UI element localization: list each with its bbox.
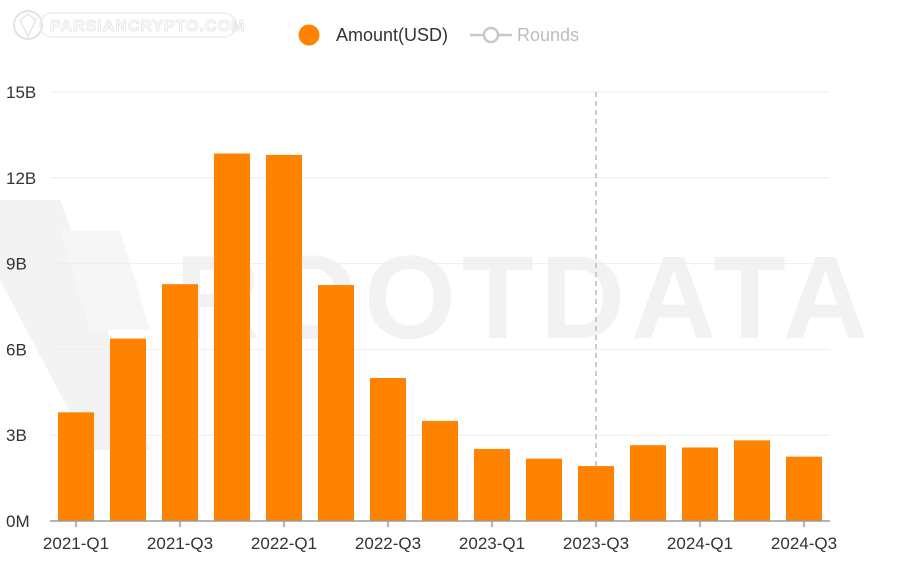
y-tick-label: 6B (6, 340, 27, 359)
bar-2024-Q1[interactable] (682, 447, 718, 521)
x-tick-label: 2024-Q3 (771, 534, 837, 553)
bar-2021-Q1[interactable] (58, 412, 94, 521)
y-tick-label: 15B (6, 83, 36, 102)
x-tick-label: 2021-Q1 (43, 534, 109, 553)
y-axis-tick-labels: 0M 3B 6B 9B 12B 15B (6, 83, 36, 531)
legend-label-rounds: Rounds (517, 25, 579, 45)
bar-2023-Q2[interactable] (526, 458, 562, 521)
x-tick-label: 2022-Q3 (355, 534, 421, 553)
bar-2022-Q3[interactable] (370, 378, 406, 521)
chart-legend: Amount(USD) Rounds (298, 24, 579, 46)
x-axis (50, 520, 830, 527)
logo-watermark-text: PARSIANCRYPTO.COM (50, 18, 245, 35)
bar-2024-Q2[interactable] (734, 440, 770, 521)
legend-label-amount: Amount(USD) (336, 25, 448, 45)
bar-2022-Q4[interactable] (422, 420, 458, 521)
bar-2023-Q3[interactable] (578, 466, 614, 521)
x-axis-tick-labels: 2021-Q1 2021-Q3 2022-Q1 2022-Q3 2023-Q1 2023-… (43, 534, 837, 553)
line-circle-icon (482, 26, 500, 44)
bars (58, 153, 822, 522)
logo-mark-icon (19, 13, 37, 38)
bar-2021-Q3[interactable] (162, 284, 198, 521)
y-tick-label: 3B (6, 426, 27, 445)
x-tick-label: 2021-Q3 (147, 534, 213, 553)
x-tick-label: 2024-Q1 (667, 534, 733, 553)
parsiancrypto-logo: PARSIANCRYPTO.COM (13, 10, 245, 40)
bar-2024-Q3[interactable] (786, 456, 822, 521)
x-tick-label: 2023-Q3 (563, 534, 629, 553)
bar-2022-Q2[interactable] (318, 285, 354, 521)
bar-2021-Q2[interactable] (110, 338, 146, 521)
legend-item-rounds[interactable]: Rounds (470, 25, 579, 45)
y-tick-label: 9B (6, 255, 27, 274)
bar-2022-Q1[interactable] (266, 154, 302, 522)
bar-2023-Q1[interactable] (474, 448, 510, 521)
logo-circle-icon (13, 10, 43, 40)
y-tick-label: 0M (6, 512, 30, 531)
orange-circle-icon (298, 24, 320, 46)
legend-item-amount[interactable]: Amount(USD) (298, 24, 449, 46)
y-tick-label: 12B (6, 169, 36, 188)
x-tick-label: 2023-Q1 (459, 534, 525, 553)
x-tick-label: 2022-Q1 (251, 534, 317, 553)
bar-2023-Q4[interactable] (630, 445, 666, 521)
bar-2021-Q4[interactable] (214, 153, 250, 522)
